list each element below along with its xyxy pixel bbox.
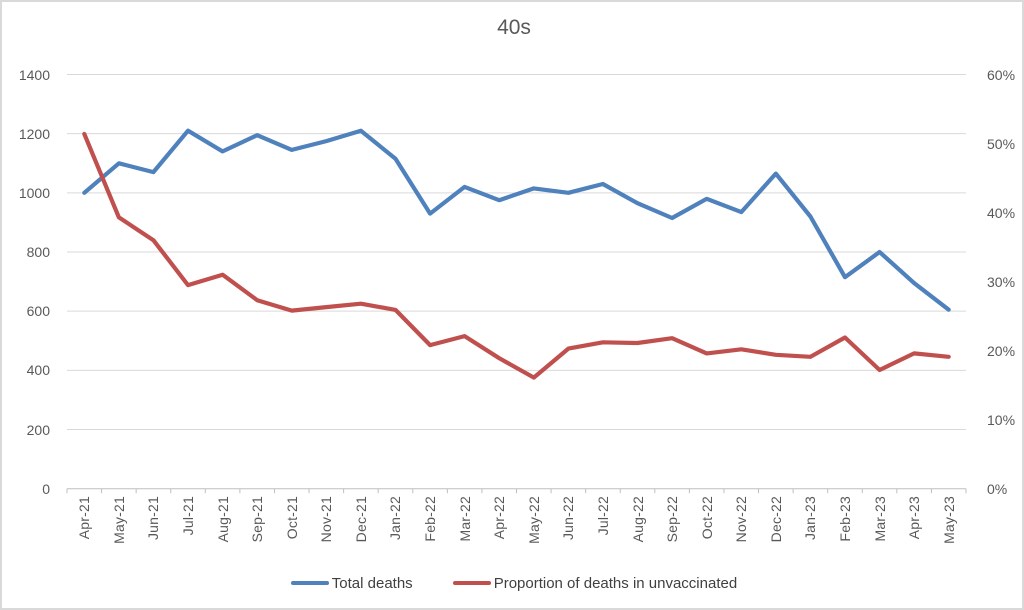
x-axis-tick-label: Mar-22 xyxy=(456,495,473,542)
x-axis-tick-label: Feb-23 xyxy=(836,495,853,542)
x-axis-tick-label: Sep-22 xyxy=(664,495,681,543)
right-axis-tick-label: 0% xyxy=(987,480,1008,497)
right-axis-tick-label: 30% xyxy=(987,273,1016,290)
series-line-total-deaths xyxy=(82,128,951,312)
right-axis-tick-label: 50% xyxy=(987,135,1016,152)
x-axis-tick-label: Jul-21 xyxy=(180,495,197,536)
right-axis-tick-label: 40% xyxy=(987,204,1016,221)
legend-label-total-deaths: Total deaths xyxy=(331,574,413,592)
x-axis-tick-label: Jan-23 xyxy=(802,495,819,540)
x-axis-tick-label: Feb-22 xyxy=(422,495,439,542)
x-axis-tick-label: Oct-22 xyxy=(698,495,715,539)
x-axis-tick-label: May-21 xyxy=(110,495,127,544)
series-line-proportion-unvaccinated xyxy=(82,131,951,380)
right-axis-tick-label: 20% xyxy=(987,342,1016,359)
x-axis-tick-label: Apr-21 xyxy=(76,495,93,539)
x-axis-tick-label: May-22 xyxy=(525,495,542,544)
legend-line-swatch-blue xyxy=(290,580,329,586)
x-axis-tick-label: Oct-21 xyxy=(283,495,300,539)
left-axis-tick-label: 400 xyxy=(26,362,50,379)
legend-item-total-deaths: Total deaths xyxy=(290,574,413,592)
left-axis-tick-label: 1200 xyxy=(18,125,50,142)
x-axis-tick-label: Aug-21 xyxy=(214,495,231,543)
left-axis-tick-label: 1000 xyxy=(18,184,50,201)
x-axis-tick-label: Apr-22 xyxy=(491,495,508,539)
left-axis-tick-label: 600 xyxy=(26,303,50,320)
left-axis-tick-label: 200 xyxy=(26,421,50,438)
x-axis-tick-label: Nov-21 xyxy=(318,495,335,543)
legend: Total deaths Proportion of deaths in unv… xyxy=(2,570,1022,596)
x-axis-tick-label: Dec-22 xyxy=(767,495,784,543)
right-axis-tick-label: 60% xyxy=(987,66,1016,83)
x-axis-tick-label: Jun-21 xyxy=(145,495,162,540)
left-axis-tick-label: 0 xyxy=(42,480,50,497)
right-axis-tick-label: 10% xyxy=(987,411,1016,428)
x-axis-tick-label: Mar-23 xyxy=(871,495,888,542)
x-axis-tick-label: Jun-22 xyxy=(560,495,577,540)
x-axis-tick-label: May-23 xyxy=(940,495,957,544)
x-axis-tick-label: Jan-22 xyxy=(387,495,404,540)
x-axis-tick-label: Dec-21 xyxy=(352,495,369,543)
x-axis-tick-label: Aug-22 xyxy=(629,495,646,543)
legend-label-proportion-unvaccinated: Proportion of deaths in unvaccinated xyxy=(493,574,738,592)
x-axis-tick-label: Jul-22 xyxy=(594,495,611,536)
x-axis-tick-label: Nov-22 xyxy=(733,495,750,543)
legend-line-swatch-red xyxy=(452,580,491,586)
x-axis-tick-label: Apr-23 xyxy=(906,495,923,539)
left-axis-tick-label: 800 xyxy=(26,244,50,260)
x-axis-tick-label: Sep-21 xyxy=(249,495,266,543)
left-axis-tick-label: 1400 xyxy=(18,66,50,83)
chart-title: 40s xyxy=(497,16,531,39)
legend-item-proportion-unvaccinated: Proportion of deaths in unvaccinated xyxy=(452,574,738,592)
